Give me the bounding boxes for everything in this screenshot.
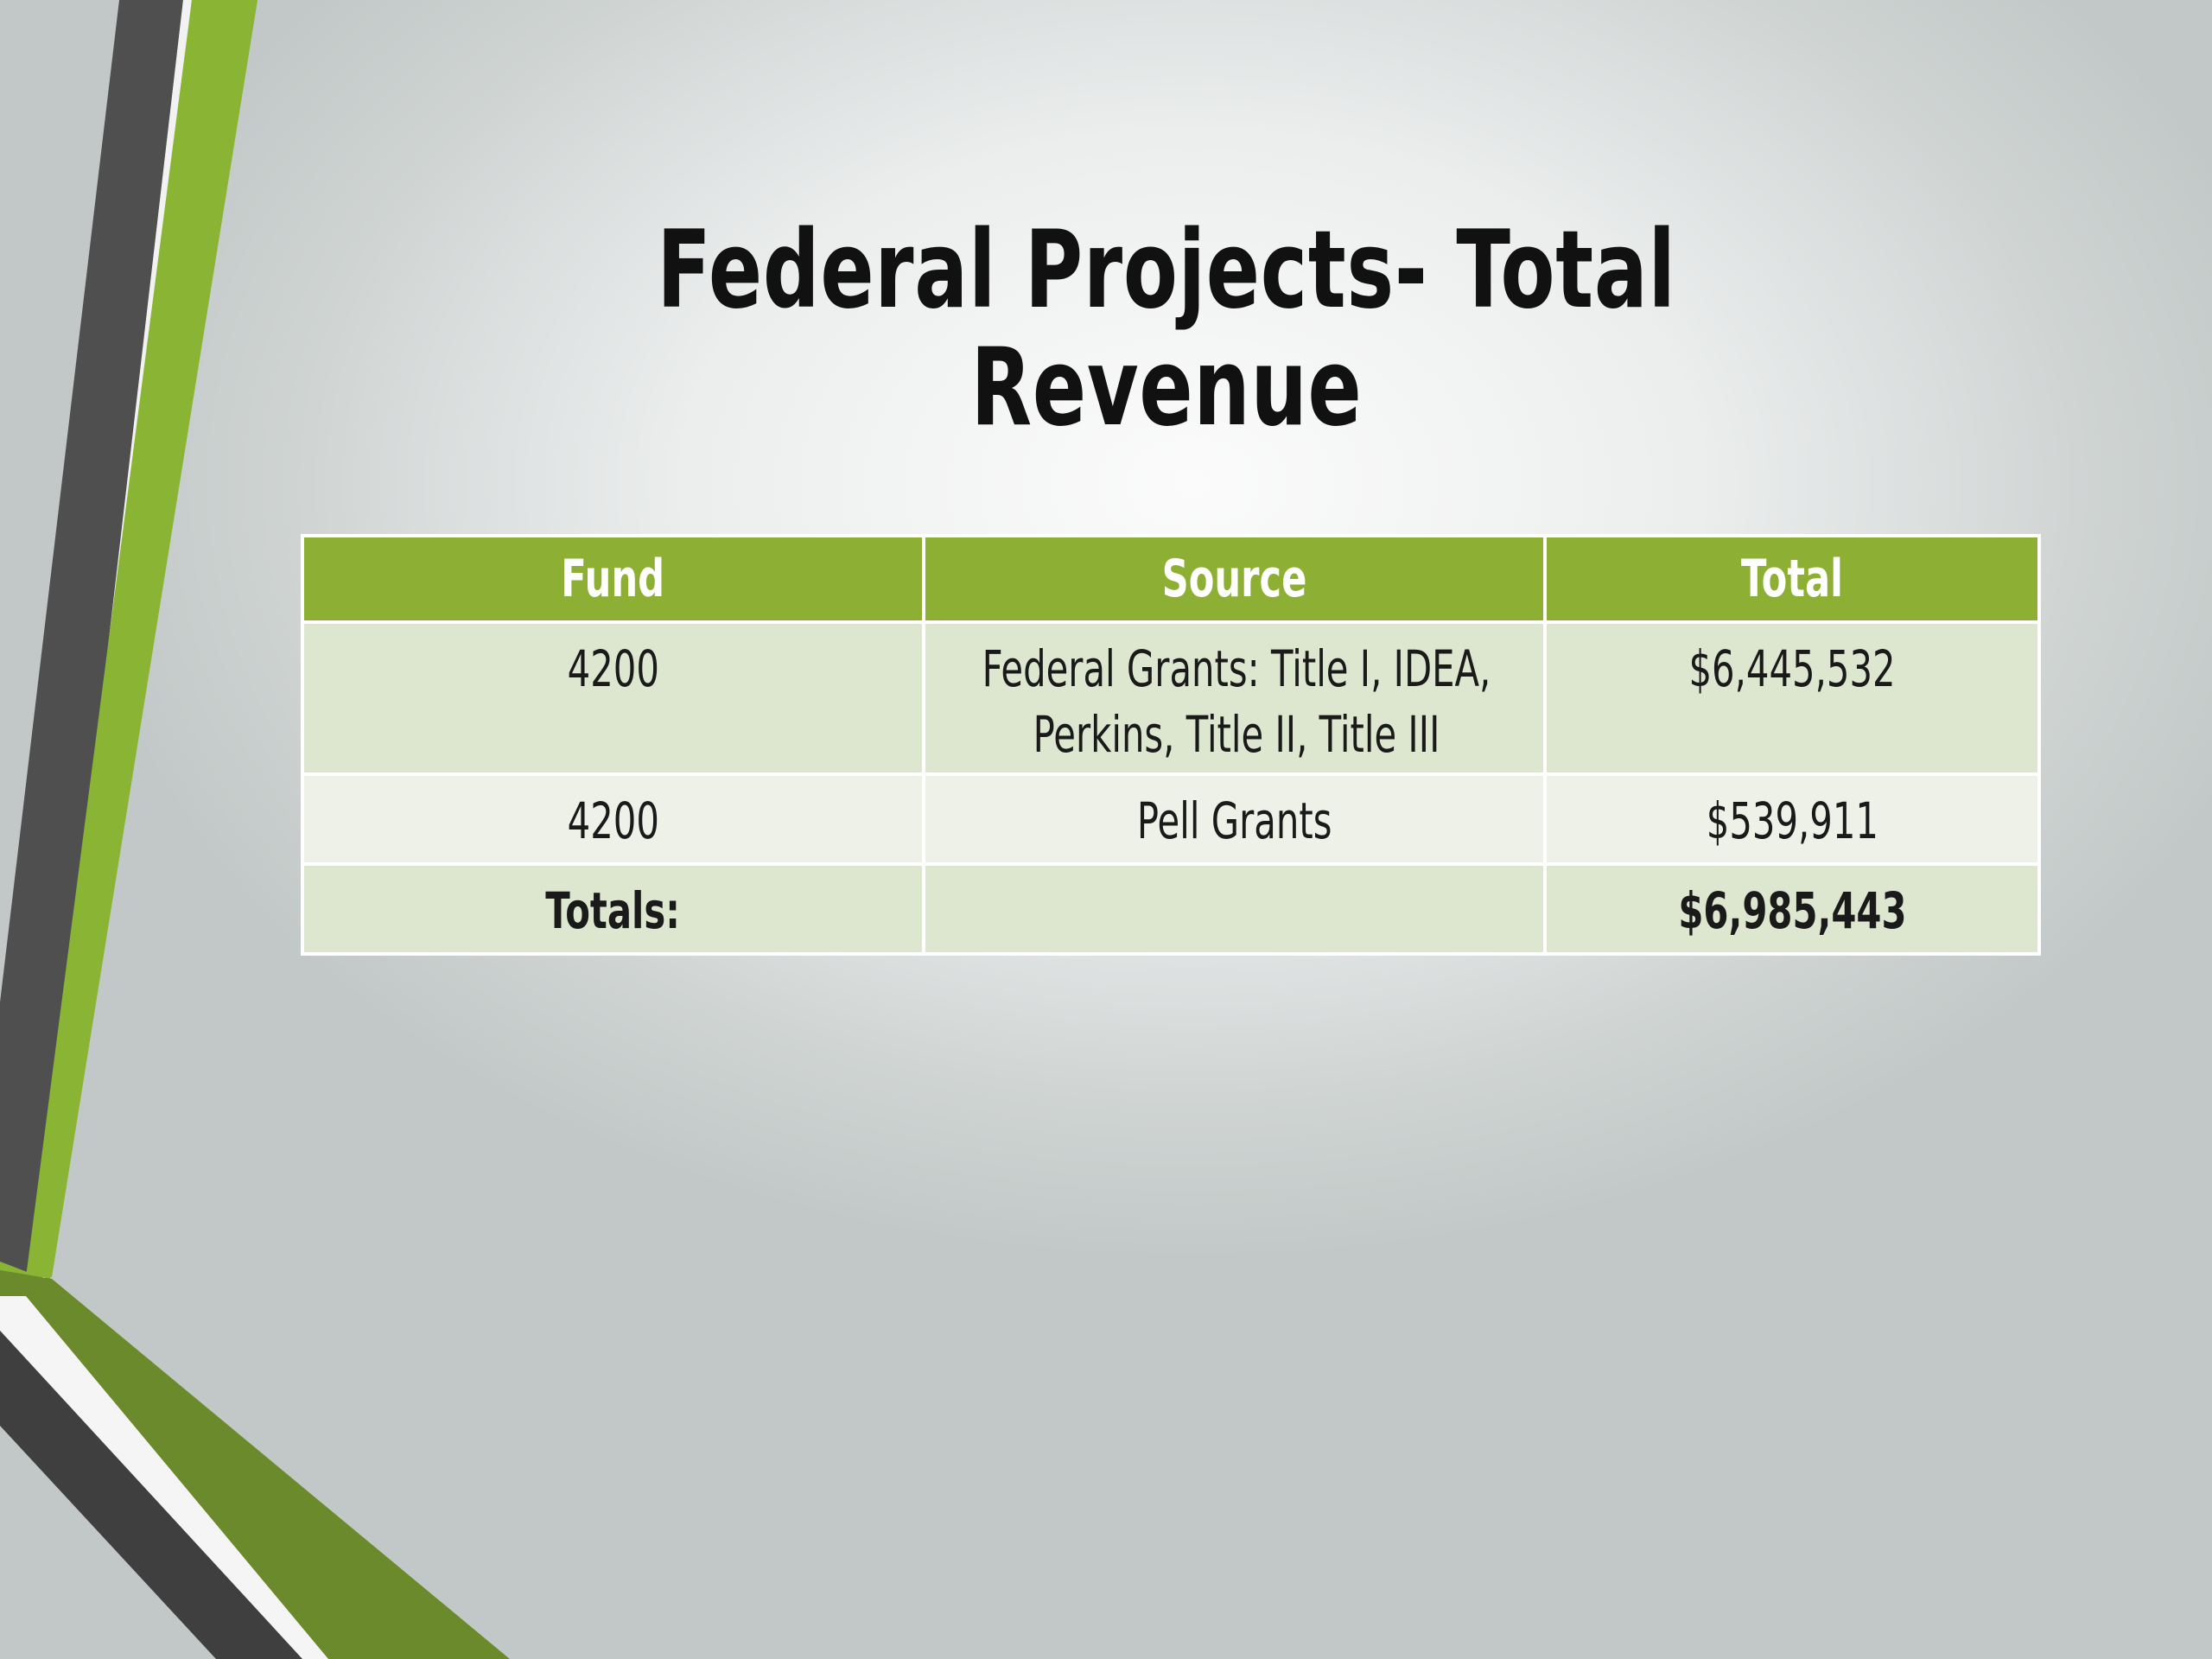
header-source: Source [922,534,1547,624]
header-source-label: Source [1161,549,1307,609]
totals-row: Totals: $6,985,443 [301,862,2041,956]
cell-totals-label: Totals: [301,862,925,956]
cell-total: $539,911 [1543,772,2041,866]
stripe-gray-upper [0,0,183,1279]
cell-fund: 4200 [301,620,925,776]
source-value: Federal Grants: Title I, IDEA, Perkins, … [982,639,1491,764]
stripe-green-upper-fill [26,0,257,1277]
cell-source: Federal Grants: Title I, IDEA, Perkins, … [922,620,1547,776]
header-total-label: Total [1740,549,1844,609]
table-header-row: Fund Source Total [301,534,2041,624]
stripe-gray-lower [0,1331,302,1659]
totals-label: Totals: [545,881,681,940]
cell-totals-source [922,862,1547,956]
cell-source: Pell Grants [922,772,1547,866]
revenue-table-container: Fund Source Total 4200 Federal Grants: T… [301,534,2041,956]
fund-value: 4200 [567,639,659,698]
stripe-white-lower [0,1296,328,1659]
header-total: Total [1543,534,2041,624]
table-row: 4200 Federal Grants: Title I, IDEA, Perk… [301,620,2041,776]
cell-total: $6,445,532 [1543,620,2041,776]
cell-fund: 4200 [301,772,925,866]
header-fund: Fund [301,534,925,624]
revenue-table: Fund Source Total 4200 Federal Grants: T… [301,534,2041,956]
fund-value: 4200 [567,791,659,850]
total-value: $6,445,532 [1688,639,1896,698]
table-row: 4200 Pell Grants $539,911 [301,772,2041,866]
source-value: Pell Grants [1136,791,1332,850]
header-fund-label: Fund [561,549,665,609]
grand-total-value: $6,985,443 [1677,881,1907,940]
stripe-green-lower [0,1270,510,1659]
total-value: $539,911 [1706,791,1878,850]
cell-grand-total: $6,985,443 [1543,862,2041,956]
slide-title: Federal Projects- Total Revenue [657,208,1676,451]
